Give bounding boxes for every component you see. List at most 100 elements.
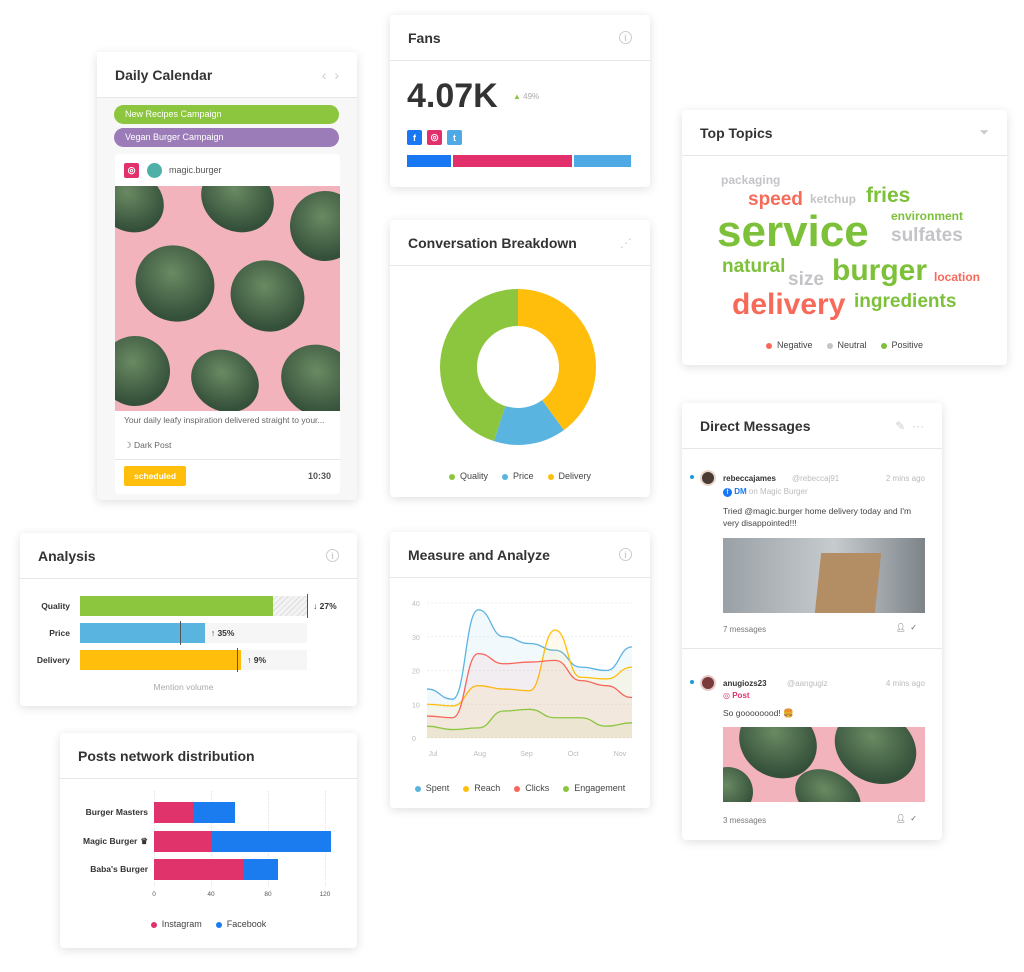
legend-item[interactable]: Price [501, 471, 534, 481]
area-spent [427, 609, 632, 738]
card-header: Conversation Breakdown ⋰ [390, 220, 650, 266]
assign-user-icon[interactable]: 👤︎ [895, 623, 906, 632]
message-item[interactable]: rebeccajames @rebeccaj91 2 mins ago f DM… [682, 465, 942, 645]
message-item[interactable]: anugiozs23 @aangugiz 4 mins ago ◎ Post S… [682, 670, 942, 840]
legend-item[interactable]: Quality [448, 471, 488, 481]
topic-word[interactable]: delivery [732, 288, 846, 321]
topic-word[interactable]: speed [748, 189, 803, 210]
instagram-icon[interactable]: ◎ [427, 130, 442, 145]
bar-fill[interactable] [80, 623, 205, 643]
topic-word[interactable]: environment [891, 209, 964, 223]
topic-word[interactable]: ketchup [810, 192, 857, 206]
legend-item[interactable]: Spent [414, 783, 449, 793]
sender-handle: @aangugiz [787, 679, 828, 688]
tick-label: 120 [319, 891, 331, 898]
legend-item[interactable]: Instagram [150, 919, 202, 929]
message-count: 7 messages [723, 625, 767, 634]
donut-slice-price[interactable] [493, 400, 564, 445]
instagram-icon: ◎ [124, 163, 139, 178]
legend-item[interactable]: Engagement [563, 783, 625, 793]
y-tick-label: 40 [412, 601, 420, 608]
legend-swatch [501, 473, 508, 480]
prev-icon[interactable]: ‹ [321, 66, 327, 83]
topic-word[interactable]: burger [832, 254, 928, 287]
legend-swatch [563, 785, 570, 792]
share-icon[interactable]: ⋰ [620, 235, 632, 250]
donut-chart [440, 289, 596, 445]
line-clicks[interactable] [426, 652, 633, 719]
card-title: Measure and Analyze [408, 546, 550, 563]
card-title: Conversation Breakdown [408, 234, 577, 251]
legend-item[interactable]: Neutral [826, 340, 867, 350]
axis-label: Mention volume [153, 682, 214, 692]
campaign-tag[interactable]: New Recipes Campaign [114, 105, 339, 124]
filter-icon[interactable]: ⏷ [979, 125, 989, 139]
topic-word[interactable]: packaging [721, 173, 781, 187]
next-icon[interactable]: › [334, 66, 339, 83]
legend-label: Negative [776, 340, 813, 350]
facebook-icon[interactable]: f [407, 130, 422, 145]
more-icon[interactable]: ··· [912, 418, 924, 433]
info-icon[interactable]: i [619, 548, 632, 561]
topic-word[interactable]: natural [722, 256, 786, 277]
legend-item[interactable]: Delivery [547, 471, 591, 481]
legend-swatch [514, 785, 521, 792]
message-time: 2 mins ago [885, 474, 925, 483]
card-header: Daily Calendar ‹ › [97, 52, 357, 98]
legend-item[interactable]: Clicks [514, 783, 549, 793]
daily-calendar-card: Daily Calendar ‹ › New Recipes Campaign … [97, 52, 357, 500]
campaign-tag[interactable]: Vegan Burger Campaign [114, 128, 339, 147]
category-label: Burger Masters [85, 807, 148, 817]
bar-segment-instagram[interactable] [154, 802, 194, 823]
bar-segment-instagram[interactable] [154, 859, 244, 880]
donut-slice-delivery[interactable] [518, 289, 596, 431]
donut-slice-quality[interactable] [440, 289, 518, 442]
edit-icon[interactable]: ✎ [895, 418, 906, 433]
x-tick-label: Sep [520, 751, 533, 758]
bar-segment-facebook[interactable] [193, 802, 236, 823]
bar-fill[interactable] [80, 596, 273, 616]
bar-segment-instagram[interactable] [154, 830, 211, 852]
topic-word[interactable]: fries [866, 184, 911, 207]
check-icon[interactable]: ✓ [910, 814, 917, 823]
bar-fill[interactable] [80, 650, 242, 670]
message-image [723, 727, 925, 802]
legend-item[interactable]: Facebook [215, 919, 266, 929]
account-name: magic.burger [169, 165, 222, 175]
line-engagement[interactable] [426, 708, 633, 731]
analysis-card: Analysis i Quality ↓ 27% Price ↑ 35% Delivery… [20, 533, 357, 706]
legend-swatch [414, 785, 421, 792]
legend-label: Reach [474, 783, 501, 793]
previous-marker [307, 594, 308, 618]
legend-label: Instagram [161, 919, 202, 929]
topic-word[interactable]: sulfates [891, 225, 963, 246]
topic-word[interactable]: service [717, 207, 869, 256]
info-icon[interactable]: i [619, 31, 632, 44]
post-preview[interactable]: ◎ magic.burger Your daily leafy inspirat… [115, 154, 340, 494]
twitter-icon[interactable]: t [447, 130, 462, 145]
bar-segment-facebook[interactable] [243, 859, 278, 880]
info-icon[interactable]: i [326, 549, 339, 562]
line-spent[interactable] [426, 609, 633, 700]
legend-item[interactable]: Reach [463, 783, 500, 793]
posts-network-card: Posts network distribution 0 40 80 120 Burge… [60, 733, 357, 948]
x-tick-label: Jul [429, 751, 438, 758]
bar-segment-facebook[interactable] [211, 830, 331, 852]
change-label: ↑ 9% [247, 655, 267, 665]
topic-word[interactable]: location [934, 270, 981, 284]
legend-item[interactable]: Positive [880, 340, 923, 350]
y-tick-label: 10 [412, 702, 420, 709]
assign-user-icon[interactable]: 👤︎ [895, 814, 906, 823]
message-text: Tried @magic.burger home delivery today … [723, 506, 912, 528]
legend-swatch [215, 921, 222, 928]
topic-word[interactable]: ingredients [854, 291, 957, 312]
status-badge[interactable]: scheduled [124, 466, 187, 486]
legend-item[interactable]: Negative [765, 340, 813, 350]
unread-dot [690, 475, 694, 479]
message-image [723, 538, 925, 613]
topic-word[interactable]: size [788, 269, 824, 290]
check-icon[interactable]: ✓ [910, 623, 917, 632]
legend-label: Price [512, 471, 534, 481]
category-label: Magic Burger [83, 835, 138, 846]
card-header: Measure and Analyze i [390, 532, 650, 578]
